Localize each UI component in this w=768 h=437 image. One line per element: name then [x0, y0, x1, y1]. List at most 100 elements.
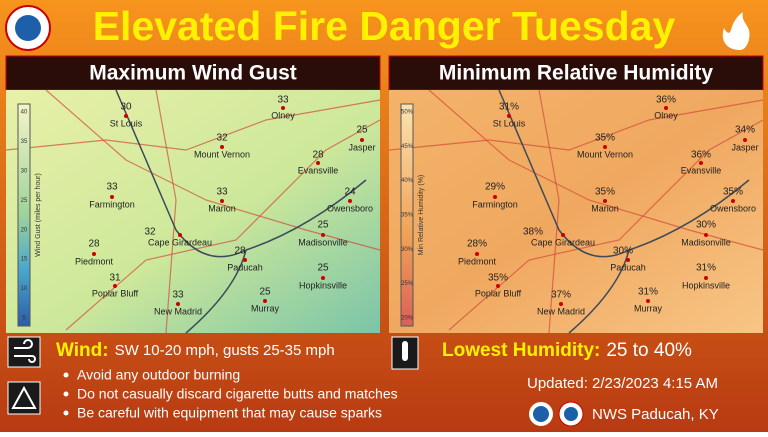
road [45, 89, 381, 251]
city-name: Hopkinsville [682, 280, 730, 290]
city-value: 33 [172, 290, 184, 301]
city-name: Evansville [298, 165, 339, 175]
city-name: Mount Vernon [577, 149, 633, 159]
legend-tick: 50% [401, 110, 414, 116]
city-value: 37% [551, 290, 571, 301]
river [498, 89, 750, 258]
city-dot [176, 302, 180, 306]
legend-label: Wind Gust (miles per hour) [35, 173, 42, 257]
city-name: Olney [271, 110, 295, 120]
panel-title-bar [5, 55, 381, 91]
city-name: Paducah [227, 262, 263, 272]
city-value: 25 [317, 220, 329, 231]
city-name: Piedmont [458, 256, 497, 266]
city-value: 25 [259, 287, 271, 298]
legend-tick: 45% [401, 144, 414, 150]
city-dot [704, 233, 708, 237]
city-name: Evansville [681, 165, 722, 175]
city-value: 35% [595, 187, 615, 198]
city-name: Hopkinsville [299, 280, 347, 290]
city-name: Owensboro [327, 203, 373, 213]
city-dot [743, 138, 747, 142]
legend-tick: 25 [21, 198, 28, 204]
city-dot [475, 252, 479, 256]
city-value: 32 [144, 227, 156, 238]
city-name: Murray [251, 303, 280, 313]
city-value: 33 [216, 187, 228, 198]
city-dot [124, 114, 128, 118]
legend-tick: 30% [401, 247, 414, 253]
city-value: 28 [88, 239, 100, 250]
legend-tick: 20% [401, 316, 414, 322]
city-value: 28% [467, 239, 487, 250]
office: NWS Paducah, KY [592, 406, 719, 423]
city-name: Cape Girardeau [531, 237, 595, 247]
bullet-dot [63, 372, 69, 378]
thermo-glyph [402, 341, 408, 361]
city-value: 34% [735, 125, 755, 136]
city-name: Poplar Bluff [475, 288, 522, 298]
city-name: New Madrid [154, 306, 202, 316]
city-dot [664, 106, 668, 110]
river [115, 89, 367, 258]
city-dot [699, 161, 703, 165]
legend-tick: 30 [21, 168, 28, 174]
title: Elevated Fire Danger Tuesday [93, 3, 676, 49]
panel-title: Maximum Wind Gust [89, 62, 297, 85]
city-name: St Louis [493, 118, 526, 128]
city-value: 30 [120, 102, 132, 113]
city-dot [626, 258, 630, 262]
city-name: St Louis [110, 118, 143, 128]
city-dot [110, 195, 114, 199]
legend-tick: 40% [401, 178, 414, 184]
city-dot [316, 161, 320, 165]
humidity-text: 25 to 40% [606, 340, 692, 361]
legend-bar [400, 103, 414, 327]
city-dot [603, 145, 607, 149]
city-dot [92, 252, 96, 256]
city-dot [321, 233, 325, 237]
updated: Updated: 2/23/2023 4:15 AM [527, 375, 718, 392]
city-dot [559, 302, 563, 306]
city-value: 29% [485, 182, 505, 193]
road [65, 119, 381, 331]
map [6, 90, 380, 333]
city-value: 30% [613, 246, 633, 257]
road [448, 119, 764, 331]
city-dot [321, 276, 325, 280]
panel-title: Minimum Relative Humidity [439, 62, 714, 85]
legend-tick: 35 [21, 139, 28, 145]
city-dot [113, 284, 117, 288]
noaa-logo-inner [533, 406, 549, 422]
wind-line: Wind: SW 10-20 mph, gusts 25-35 mph [56, 340, 335, 361]
city-name: Jasper [731, 142, 758, 152]
city-value: 35% [723, 187, 743, 198]
flame-icon [722, 12, 750, 50]
city-dot [561, 233, 565, 237]
city-dot [496, 284, 500, 288]
city-value: 31% [638, 287, 658, 298]
legend-tick: 20 [21, 227, 28, 233]
city-dot [603, 199, 607, 203]
humidity-line: Lowest Humidity: 25 to 40% [442, 340, 692, 361]
city-value: 30% [696, 220, 716, 231]
legend-tick: 40 [21, 110, 28, 116]
city-name: Murray [634, 303, 663, 313]
river [568, 249, 630, 334]
bullet: Avoid any outdoor burning [77, 367, 240, 383]
city-name: Farmington [89, 199, 135, 209]
city-name: New Madrid [537, 306, 585, 316]
city-value: 38% [523, 227, 543, 238]
city-value: 25 [317, 263, 329, 274]
humidity-label: Lowest Humidity: [442, 340, 600, 361]
city-value: 36% [656, 95, 676, 106]
legend-tick: 15 [21, 257, 28, 263]
road [538, 89, 560, 334]
city-name: Olney [654, 110, 678, 120]
legend-tick: 25% [401, 281, 414, 287]
legend-tick: 5 [22, 316, 26, 322]
city-name: Jasper [348, 142, 375, 152]
city-dot [731, 199, 735, 203]
city-name: Madisonville [298, 237, 348, 247]
